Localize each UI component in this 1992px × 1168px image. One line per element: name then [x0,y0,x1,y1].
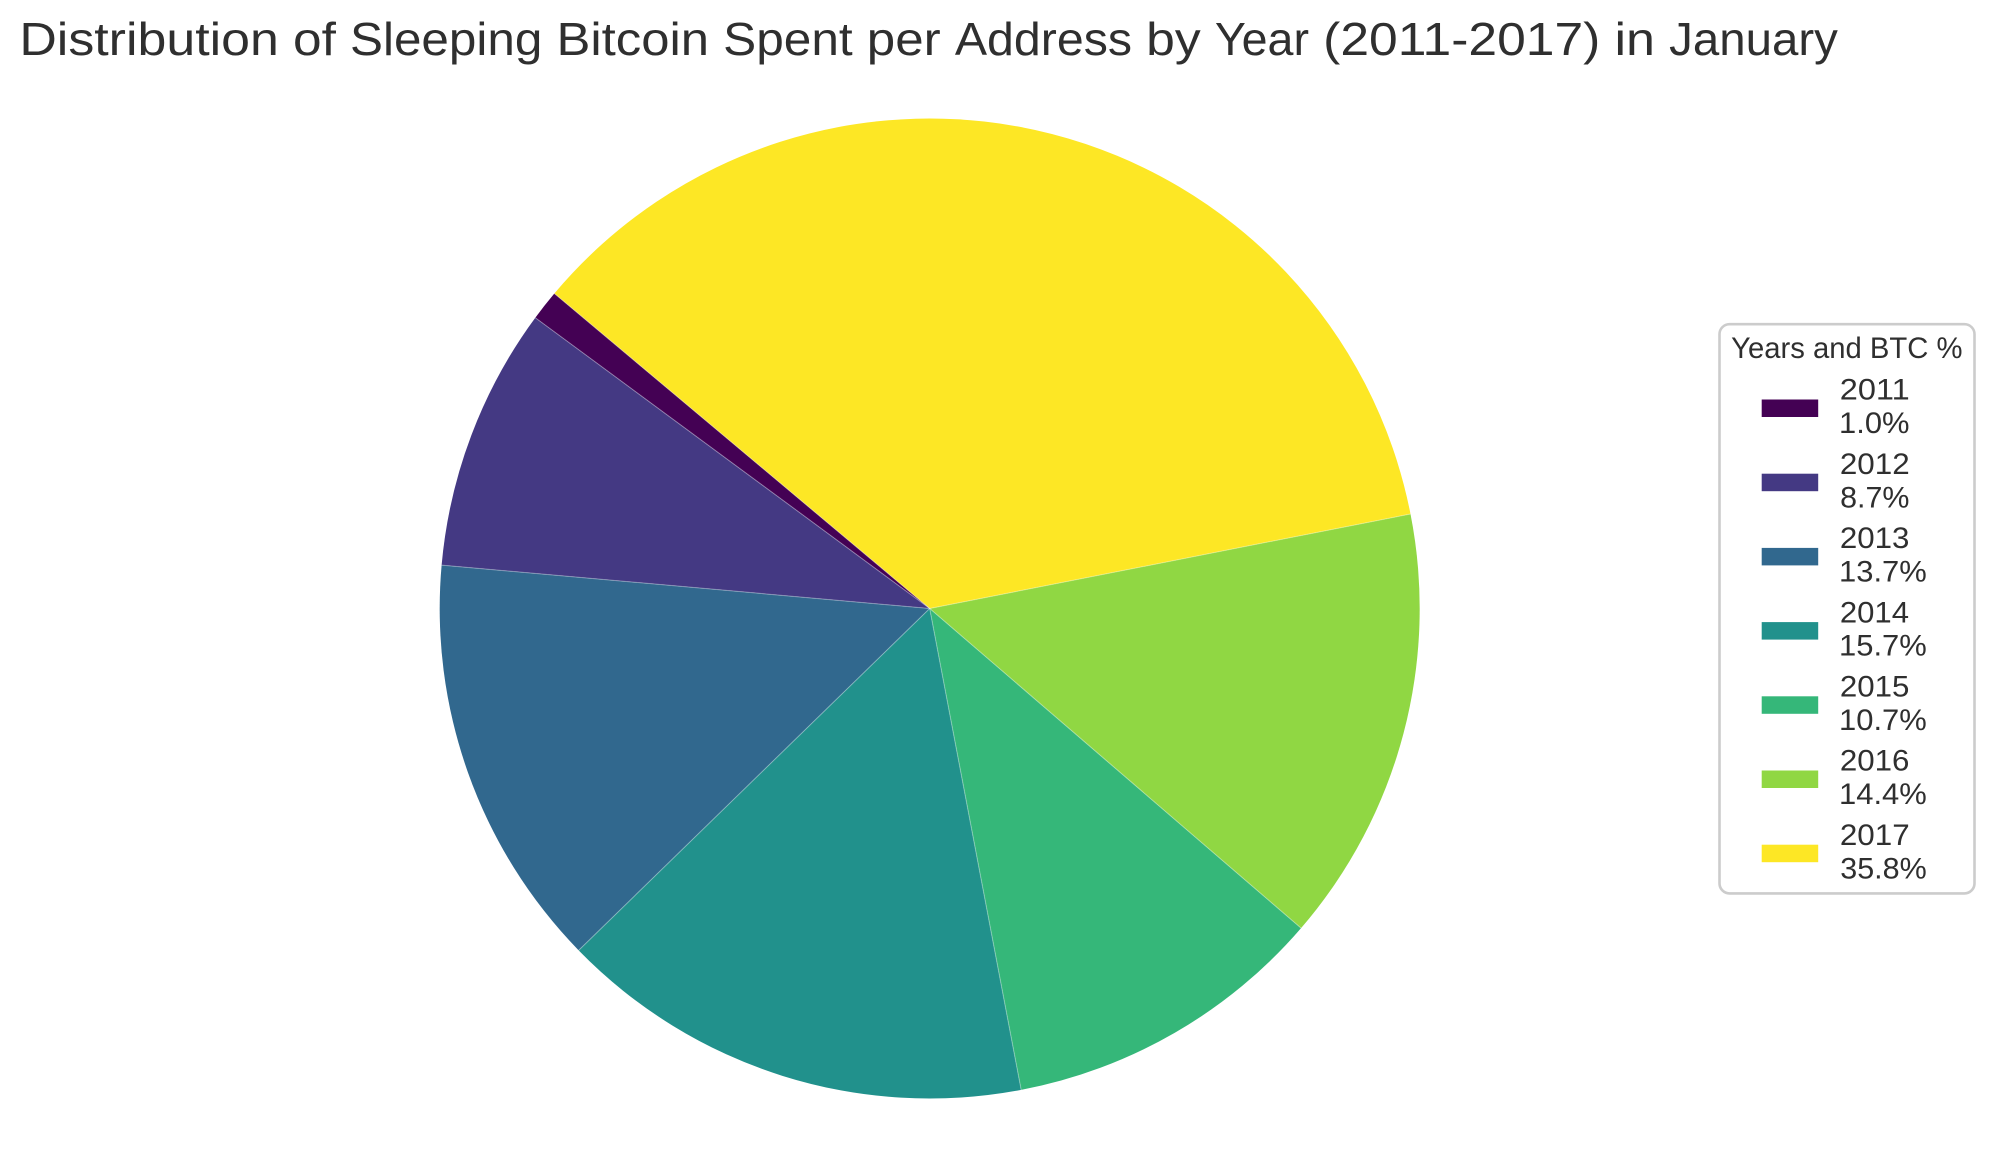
svg-text:10.7%: 10.7% [1839,704,1927,737]
svg-text:8.7%: 8.7% [1840,481,1909,514]
svg-text:2012: 2012 [1840,448,1910,481]
svg-text:(2011-2017): (2011-2017) [1323,13,1600,65]
svg-text:per: per [867,13,941,65]
svg-text:2013: 2013 [1840,522,1910,555]
svg-text:Bitcoin: Bitcoin [557,13,710,65]
svg-text:Address: Address [955,13,1132,65]
svg-text:2015: 2015 [1840,671,1910,704]
svg-text:Year: Year [1215,13,1309,65]
svg-text:2014: 2014 [1840,596,1909,629]
svg-text:Sleeping: Sleeping [350,13,542,65]
svg-text:2017: 2017 [1840,819,1910,852]
svg-text:Spent: Spent [723,13,853,65]
svg-text:1.0%: 1.0% [1839,407,1909,440]
svg-text:14.4%: 14.4% [1839,778,1927,811]
svg-text:Years and BTC %: Years and BTC % [1731,332,1962,365]
svg-text:35.8%: 35.8% [1840,852,1927,885]
svg-text:15.7%: 15.7% [1839,630,1927,663]
svg-text:13.7%: 13.7% [1839,556,1927,589]
svg-text:by: by [1146,13,1201,65]
svg-text:Distribution: Distribution [19,13,279,65]
svg-text:of: of [293,13,336,65]
svg-text:2016: 2016 [1840,745,1910,778]
svg-text:in: in [1614,13,1655,65]
svg-text:January: January [1669,13,1838,65]
svg-text:2011: 2011 [1840,374,1910,407]
